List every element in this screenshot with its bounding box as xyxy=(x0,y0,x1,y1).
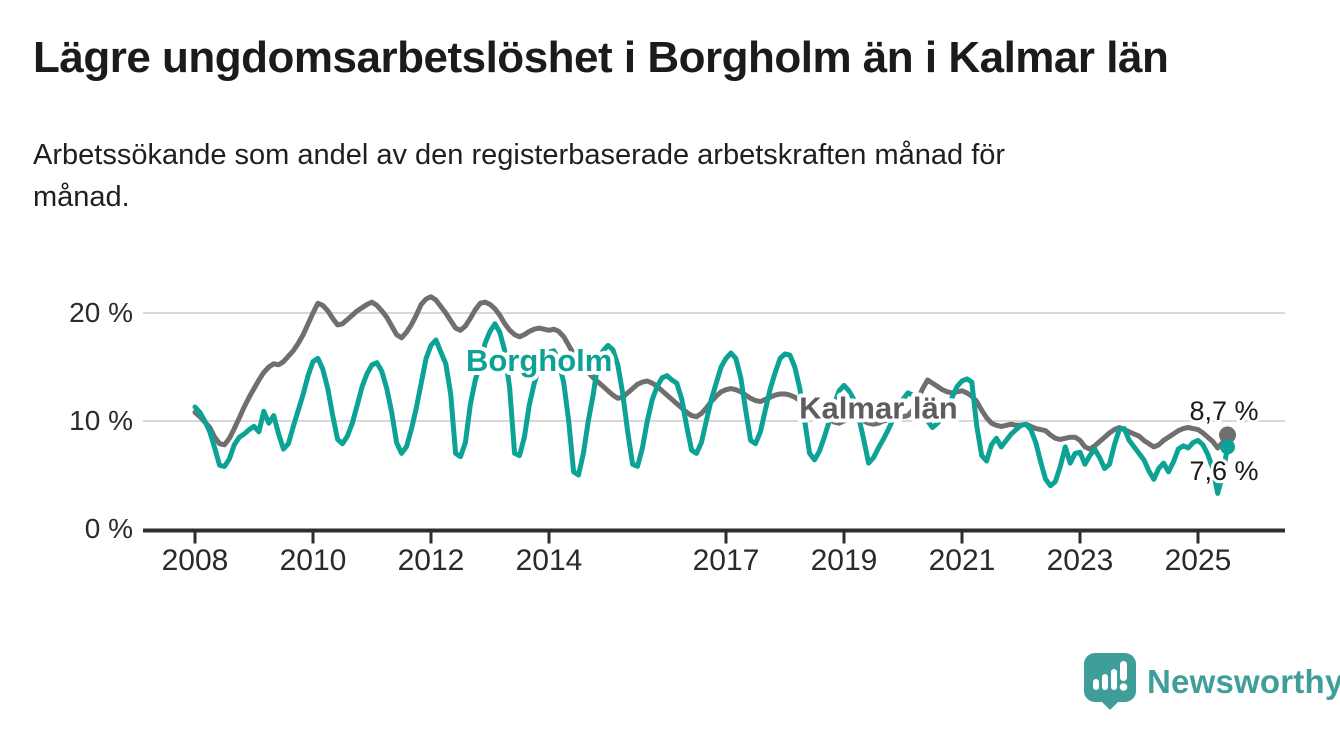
end-value-label-borgholm: 7,6 % xyxy=(1189,456,1258,486)
subtitle: Arbetssökande som andel av den registerb… xyxy=(33,134,1273,218)
x-axis-label-2008: 2008 xyxy=(162,544,229,577)
bar-chart-bar-1 xyxy=(1093,679,1099,690)
x-axis-label-2023: 2023 xyxy=(1047,544,1114,577)
subtitle-line-1: Arbetssökande som andel av den registerb… xyxy=(33,139,1006,171)
newsworthy-icon xyxy=(1084,653,1136,710)
newsworthy-wordmark: Newsworthy xyxy=(1147,662,1340,700)
speech-bubble-shape xyxy=(1084,653,1136,710)
x-axis-label-2012: 2012 xyxy=(398,544,465,577)
y-axis-label-10: 10 % xyxy=(69,405,133,436)
page-title: Lägre ungdomsarbetslöshet i Borgholm än … xyxy=(33,33,1169,82)
x-axis-label-2025: 2025 xyxy=(1165,544,1232,577)
bar-chart-bar-2 xyxy=(1102,674,1108,690)
series-label-borgholm: Borgholm xyxy=(466,343,612,378)
exclamation-dot xyxy=(1119,683,1128,691)
x-axis-label-2019: 2019 xyxy=(811,544,878,577)
bar-chart-bar-3 xyxy=(1111,669,1117,690)
subtitle-line-2: månad. xyxy=(33,181,130,213)
end-value-label-kalmar-l-n: 8,7 % xyxy=(1189,396,1258,426)
y-axis-label-20: 20 % xyxy=(69,297,133,328)
y-axis-label-0: 0 % xyxy=(85,513,133,544)
series-label-kalmar-l-n: Kalmar län xyxy=(799,390,958,425)
x-axis-label-2010: 2010 xyxy=(280,544,347,577)
series-line-borgholm xyxy=(192,321,1230,496)
end-dot-kalmar-l-n xyxy=(1219,426,1236,444)
x-axis-label-2014: 2014 xyxy=(516,544,583,577)
x-axis-label-2017: 2017 xyxy=(693,544,760,577)
x-axis-label-2021: 2021 xyxy=(929,544,996,577)
exclamation-bar xyxy=(1120,661,1127,681)
newsworthy-logo[interactable]: Newsworthy xyxy=(1084,653,1340,710)
end-dot-borgholm xyxy=(1220,439,1235,455)
